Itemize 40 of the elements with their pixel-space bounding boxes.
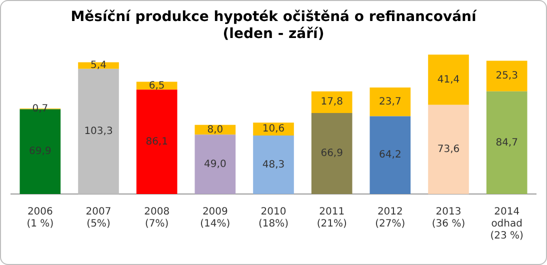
- data-label: 64,2: [379, 150, 402, 161]
- chart-title: Měsíční produkce hypoték očištěná o refinancování (leden - září): [70, 9, 478, 42]
- data-label: 66,9: [320, 148, 343, 160]
- data-label: 8,0: [207, 124, 224, 136]
- data-label: 49,0: [204, 158, 226, 170]
- bar: [194, 134, 236, 194]
- bar: [370, 116, 411, 194]
- data-label: 86,1: [146, 136, 168, 148]
- data-label: 25,3: [496, 70, 518, 82]
- x-tick-label: 2010 (18%): [258, 206, 289, 230]
- x-tick-label: 2012 (27%): [375, 206, 406, 230]
- data-label: 23,7: [379, 96, 402, 108]
- bar: [253, 135, 294, 194]
- data-label: 6,5: [148, 80, 165, 92]
- data-label: 84,7: [496, 137, 518, 148]
- bar: [136, 90, 178, 194]
- data-label: 41,4: [437, 74, 460, 86]
- bar: [311, 112, 352, 194]
- bar: [486, 91, 528, 194]
- bar: [311, 91, 352, 113]
- x-tick-label: 2014 odhad (23 %): [490, 206, 524, 242]
- data-label: 17,8: [320, 96, 343, 108]
- bar: [428, 104, 469, 194]
- x-tick-label: 2009 (14%): [200, 206, 230, 230]
- bar: [486, 60, 528, 92]
- bar: [428, 54, 469, 105]
- data-label: 5,4: [90, 60, 106, 72]
- data-label: 0,7: [32, 103, 48, 114]
- data-label: 69,9: [29, 146, 52, 158]
- bar: [78, 68, 119, 194]
- bar: [370, 87, 411, 116]
- x-tick-label: 2008 (7%): [144, 206, 170, 230]
- data-label: 103,3: [84, 126, 113, 138]
- data-label: 10,6: [262, 124, 285, 135]
- x-tick-label: 2007 (5%): [86, 206, 112, 230]
- x-tick-label: 2006 (1 %): [26, 206, 54, 230]
- data-label: 73,6: [437, 144, 460, 156]
- x-tick-label: 2011 (21%): [316, 206, 347, 230]
- x-tick-label: 2013 (36 %): [432, 206, 466, 230]
- data-label: 48,3: [262, 159, 285, 170]
